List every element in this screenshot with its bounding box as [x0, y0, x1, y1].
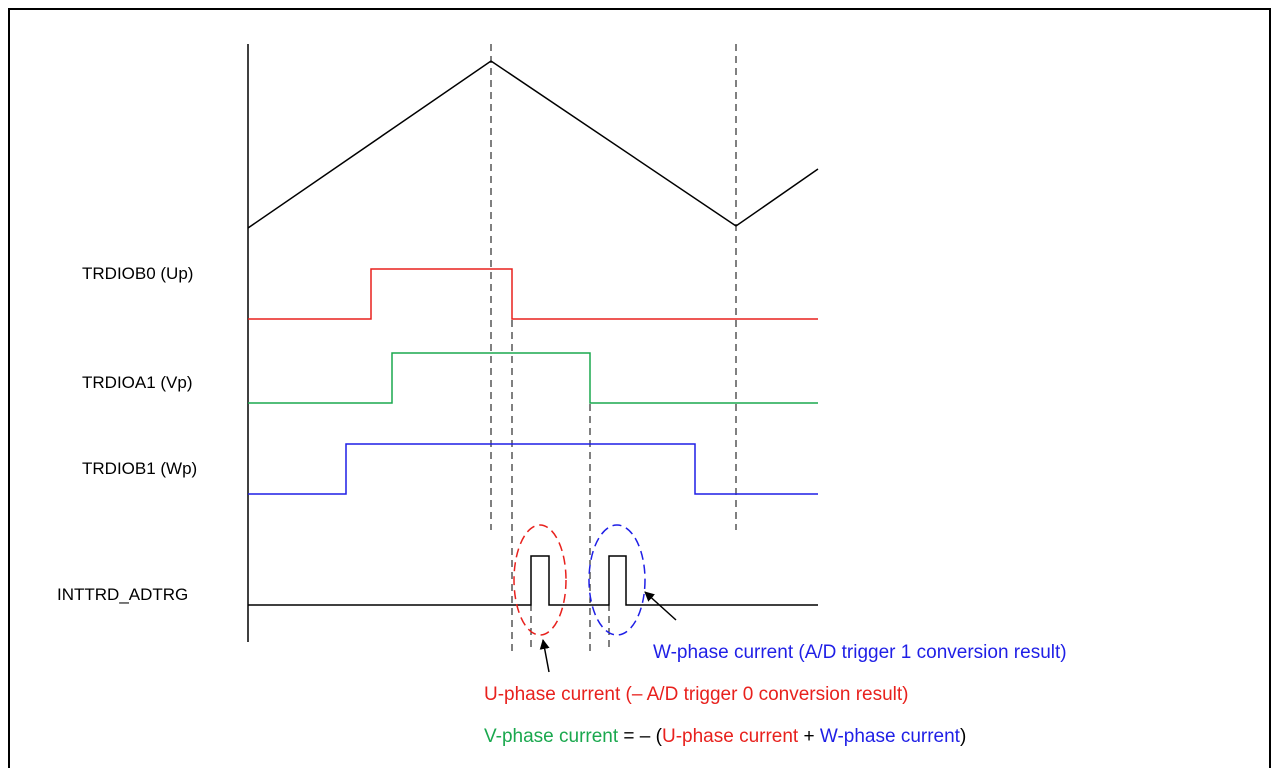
wp-waveform [248, 443, 818, 495]
diagram-frame [8, 8, 1271, 768]
u-phase-highlight-ellipse [513, 524, 567, 636]
vp-waveform [248, 352, 818, 404]
up-waveform [248, 268, 818, 320]
reference-lines [490, 44, 737, 652]
formula-close: ) [960, 726, 966, 747]
u-phase-current-note: U-phase current (– A/D trigger 0 convers… [484, 684, 909, 705]
wp-signal-label: TRDIOB1 (Wp) [82, 459, 197, 478]
formula-v-phase-term: V-phase current [484, 726, 619, 747]
w-phase-highlight-ellipse [588, 524, 646, 636]
formula-w-phase-term: W-phase current [820, 726, 961, 747]
u-current-arrow [539, 639, 550, 673]
adtrg-waveform [248, 555, 818, 606]
formula-equals: = – ( [618, 726, 662, 747]
formula-plus: + [798, 726, 820, 747]
w-current-arrow [644, 591, 677, 621]
v-phase-formula: V-phase current = – (U-phase current + W… [484, 726, 966, 747]
adtrg-signal-label: INTTRD_ADTRG [57, 585, 188, 604]
vp-signal-label: TRDIOA1 (Vp) [82, 373, 193, 392]
up-signal-label: TRDIOB0 (Up) [82, 264, 193, 283]
w-phase-current-note: W-phase current (A/D trigger 1 conversio… [653, 642, 1067, 663]
formula-u-phase-term: U-phase current [662, 726, 799, 747]
carrier-triangle-wave [247, 60, 819, 229]
